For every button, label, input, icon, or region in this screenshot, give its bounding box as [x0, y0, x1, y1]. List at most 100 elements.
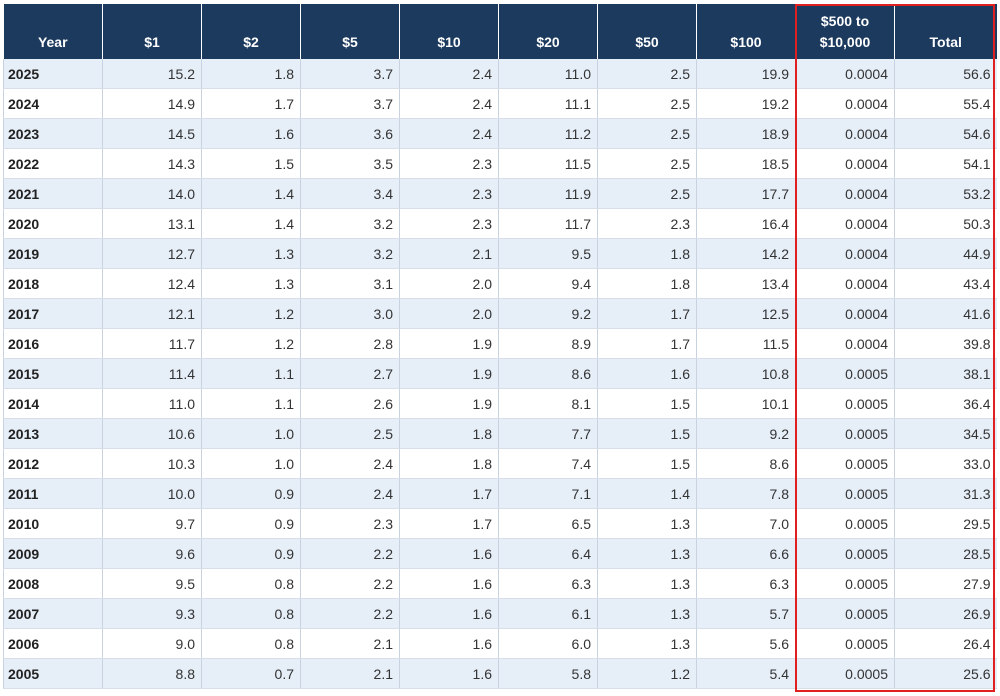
cell-50-dollar: 1.3	[597, 538, 697, 569]
cell-total: 26.9	[894, 598, 997, 629]
cell-20-dollar: 11.5	[498, 148, 598, 179]
table-row: 2012 10.3 1.0 2.4 1.8 7.4 1.5 8.6 0.0005 33.0	[3, 448, 997, 479]
cell-50-dollar: 1.3	[597, 568, 697, 599]
cell-100-dollar: 8.6	[696, 448, 796, 479]
cell-500-to-10000: 0.0005	[795, 388, 895, 419]
header-20-dollar: $20	[498, 4, 598, 59]
cell-year: 2018	[3, 268, 103, 299]
cell-5-dollar: 3.1	[300, 268, 400, 299]
cell-5-dollar: 2.7	[300, 358, 400, 389]
cell-1-dollar: 8.8	[102, 658, 202, 689]
cell-1-dollar: 9.0	[102, 628, 202, 659]
currency-table: Year $1 $2 $5 $10 $20 $50 $100 $500 to $…	[3, 4, 997, 689]
cell-50-dollar: 1.7	[597, 328, 697, 359]
cell-2-dollar: 1.2	[201, 298, 301, 329]
cell-5-dollar: 3.2	[300, 238, 400, 269]
cell-1-dollar: 12.7	[102, 238, 202, 269]
cell-1-dollar: 14.5	[102, 118, 202, 149]
cell-100-dollar: 10.1	[696, 388, 796, 419]
cell-50-dollar: 1.5	[597, 418, 697, 449]
header-100-dollar: $100	[696, 4, 796, 59]
cell-20-dollar: 8.6	[498, 358, 598, 389]
header-total: Total	[894, 4, 997, 59]
cell-5-dollar: 3.0	[300, 298, 400, 329]
cell-2-dollar: 0.8	[201, 568, 301, 599]
cell-100-dollar: 5.6	[696, 628, 796, 659]
cell-10-dollar: 1.9	[399, 328, 499, 359]
cell-5-dollar: 2.6	[300, 388, 400, 419]
cell-total: 41.6	[894, 298, 997, 329]
cell-20-dollar: 11.9	[498, 178, 598, 209]
cell-total: 28.5	[894, 538, 997, 569]
cell-10-dollar: 2.3	[399, 208, 499, 239]
cell-50-dollar: 1.7	[597, 298, 697, 329]
header-row: Year $1 $2 $5 $10 $20 $50 $100 $500 to $…	[3, 4, 997, 59]
cell-50-dollar: 2.5	[597, 88, 697, 119]
cell-50-dollar: 2.5	[597, 118, 697, 149]
table-row: 2020 13.1 1.4 3.2 2.3 11.7 2.3 16.4 0.0004 50.3	[3, 208, 997, 239]
cell-5-dollar: 3.5	[300, 148, 400, 179]
cell-20-dollar: 9.2	[498, 298, 598, 329]
cell-100-dollar: 19.9	[696, 59, 796, 89]
cell-total: 26.4	[894, 628, 997, 659]
header-500-line2: $10,000	[819, 34, 871, 50]
cell-total: 39.8	[894, 328, 997, 359]
cell-20-dollar: 6.0	[498, 628, 598, 659]
cell-total: 43.4	[894, 268, 997, 299]
cell-10-dollar: 1.6	[399, 568, 499, 599]
cell-1-dollar: 9.7	[102, 508, 202, 539]
cell-2-dollar: 1.3	[201, 238, 301, 269]
cell-total: 25.6	[894, 658, 997, 689]
cell-500-to-10000: 0.0004	[795, 148, 895, 179]
cell-500-to-10000: 0.0005	[795, 418, 895, 449]
cell-100-dollar: 19.2	[696, 88, 796, 119]
cell-2-dollar: 1.0	[201, 448, 301, 479]
cell-10-dollar: 1.9	[399, 388, 499, 419]
cell-50-dollar: 1.3	[597, 598, 697, 629]
header-2-dollar: $2	[201, 4, 301, 59]
cell-1-dollar: 14.0	[102, 178, 202, 209]
cell-100-dollar: 5.4	[696, 658, 796, 689]
cell-year: 2008	[3, 568, 103, 599]
cell-5-dollar: 2.8	[300, 328, 400, 359]
table-body: 2025 15.2 1.8 3.7 2.4 11.0 2.5 19.9 0.0004 56.6 20…	[3, 59, 997, 689]
cell-500-to-10000: 0.0004	[795, 238, 895, 269]
cell-20-dollar: 7.4	[498, 448, 598, 479]
cell-50-dollar: 1.4	[597, 478, 697, 509]
cell-total: 53.2	[894, 178, 997, 209]
cell-total: 27.9	[894, 568, 997, 599]
cell-500-to-10000: 0.0005	[795, 628, 895, 659]
cell-100-dollar: 17.7	[696, 178, 796, 209]
cell-100-dollar: 6.3	[696, 568, 796, 599]
header-500-line1: $500 to	[820, 13, 870, 29]
cell-1-dollar: 12.4	[102, 268, 202, 299]
table-row: 2006 9.0 0.8 2.1 1.6 6.0 1.3 5.6 0.0005 26.4	[3, 628, 997, 659]
table-row: 2017 12.1 1.2 3.0 2.0 9.2 1.7 12.5 0.0004 41.6	[3, 298, 997, 329]
table-row: 2010 9.7 0.9 2.3 1.7 6.5 1.3 7.0 0.0005 29.5	[3, 508, 997, 539]
cell-year: 2016	[3, 328, 103, 359]
cell-100-dollar: 6.6	[696, 538, 796, 569]
table-row: 2023 14.5 1.6 3.6 2.4 11.2 2.5 18.9 0.0004 54.6	[3, 118, 997, 149]
cell-500-to-10000: 0.0004	[795, 268, 895, 299]
cell-500-to-10000: 0.0005	[795, 358, 895, 389]
cell-5-dollar: 3.7	[300, 88, 400, 119]
cell-total: 54.6	[894, 118, 997, 149]
cell-5-dollar: 2.4	[300, 448, 400, 479]
table-row: 2024 14.9 1.7 3.7 2.4 11.1 2.5 19.2 0.0004 55.4	[3, 88, 997, 119]
cell-100-dollar: 9.2	[696, 418, 796, 449]
cell-500-to-10000: 0.0005	[795, 448, 895, 479]
cell-50-dollar: 1.5	[597, 448, 697, 479]
cell-total: 33.0	[894, 448, 997, 479]
cell-1-dollar: 9.5	[102, 568, 202, 599]
cell-year: 2005	[3, 658, 103, 689]
cell-20-dollar: 9.5	[498, 238, 598, 269]
cell-10-dollar: 2.1	[399, 238, 499, 269]
cell-10-dollar: 1.8	[399, 448, 499, 479]
cell-2-dollar: 1.0	[201, 418, 301, 449]
cell-10-dollar: 2.0	[399, 268, 499, 299]
cell-5-dollar: 2.3	[300, 508, 400, 539]
cell-5-dollar: 2.5	[300, 418, 400, 449]
table-row: 2018 12.4 1.3 3.1 2.0 9.4 1.8 13.4 0.0004 43.4	[3, 268, 997, 299]
cell-year: 2011	[3, 478, 103, 509]
cell-year: 2022	[3, 148, 103, 179]
